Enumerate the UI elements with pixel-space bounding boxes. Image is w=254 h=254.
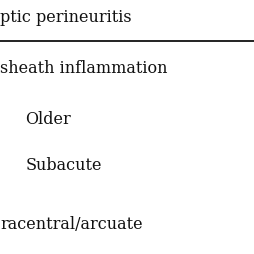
Text: Subacute: Subacute — [25, 157, 102, 173]
Text: sheath inflammation: sheath inflammation — [0, 60, 167, 77]
Text: ptic perineuritis: ptic perineuritis — [0, 9, 131, 26]
Text: Older: Older — [25, 111, 71, 128]
Text: racentral/arcuate: racentral/arcuate — [0, 215, 142, 232]
